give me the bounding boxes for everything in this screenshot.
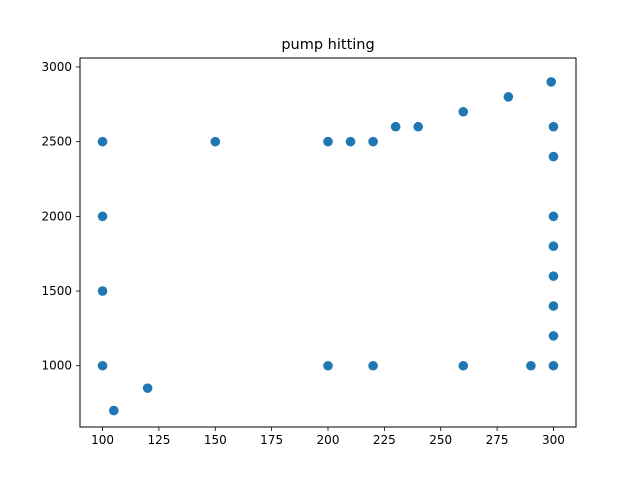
x-tick-label: 200 bbox=[317, 433, 340, 447]
scatter-point bbox=[458, 360, 469, 371]
x-tick-label: 225 bbox=[373, 433, 396, 447]
y-tick-label: 3000 bbox=[41, 60, 72, 74]
scatter-point bbox=[548, 151, 559, 162]
scatter-point bbox=[368, 360, 378, 371]
scatter-point bbox=[97, 286, 108, 296]
scatter-point bbox=[548, 211, 559, 222]
scatter-point bbox=[413, 121, 423, 132]
x-tick-label: 250 bbox=[429, 433, 452, 447]
scatter-point bbox=[210, 136, 221, 147]
scatter-point bbox=[548, 301, 559, 311]
scatter-point bbox=[526, 360, 536, 371]
scatter-point bbox=[345, 136, 356, 147]
scatter-point bbox=[546, 77, 556, 87]
x-tick-label: 175 bbox=[260, 433, 283, 447]
chart-title: pump hitting bbox=[281, 37, 374, 53]
x-axis: 100 125 150 175 200 225 250 275 300 bbox=[91, 427, 565, 447]
scatter-point bbox=[97, 360, 108, 371]
scatter-point bbox=[458, 106, 469, 117]
scatter-point bbox=[323, 360, 333, 371]
scatter-point bbox=[368, 136, 378, 147]
data-points bbox=[97, 77, 559, 416]
x-tick-label: 100 bbox=[91, 433, 114, 447]
y-tick-label: 1500 bbox=[41, 284, 72, 298]
scatter-point bbox=[548, 331, 559, 341]
x-tick-label: 300 bbox=[542, 433, 565, 447]
scatter-point bbox=[142, 383, 153, 393]
scatter-point bbox=[390, 121, 401, 132]
y-tick-label: 2500 bbox=[41, 135, 72, 149]
y-tick-label: 1000 bbox=[41, 359, 72, 373]
scatter-point bbox=[97, 136, 108, 147]
x-tick-label: 125 bbox=[147, 433, 170, 447]
scatter-point bbox=[548, 241, 559, 252]
scatter-point bbox=[323, 136, 333, 147]
scatter-point bbox=[97, 211, 108, 222]
scatter-point bbox=[503, 92, 514, 102]
x-tick-label: 150 bbox=[204, 433, 227, 447]
y-tick-label: 2000 bbox=[41, 209, 72, 223]
x-tick-label: 275 bbox=[486, 433, 509, 447]
scatter-point bbox=[548, 121, 559, 132]
scatter-point bbox=[548, 271, 559, 281]
scatter-point bbox=[109, 405, 119, 416]
y-axis: 1000 1500 2000 2500 3000 bbox=[41, 60, 80, 373]
scatter-point bbox=[548, 360, 559, 371]
plot-area-frame bbox=[79, 57, 577, 428]
